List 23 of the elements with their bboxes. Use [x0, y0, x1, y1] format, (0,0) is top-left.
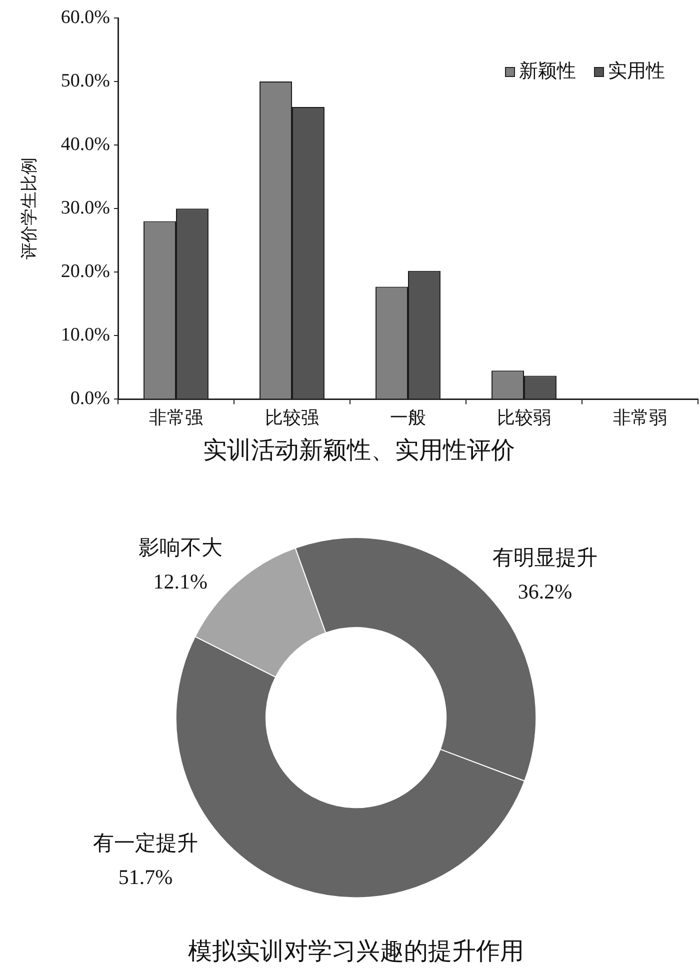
data-label: 51.7%	[118, 865, 173, 890]
y-axis-title: 评价学生比例	[20, 158, 39, 260]
text: 实训活动新颖性、实用性评价	[203, 436, 515, 464]
x-tick-label: 比较弱	[497, 408, 551, 428]
y-tick-label: 60.0%	[60, 6, 110, 28]
legend-label: 实用性	[608, 60, 665, 82]
slice-label: 有一定提升	[92, 831, 198, 856]
text: 模拟实训对学习兴趣的提升作用	[188, 938, 524, 965]
data-label: 12.1%	[153, 570, 208, 594]
y-tick-label: 40.0%	[60, 134, 110, 156]
slice-label: 影响不大	[138, 536, 222, 560]
x-tick-label: 一般	[390, 408, 426, 428]
y-tick-label: 0.0%	[70, 388, 110, 410]
data-label: 36.2%	[518, 579, 572, 604]
x-tick-label: 非常弱	[613, 408, 667, 428]
x-tick-label: 非常强	[149, 408, 203, 428]
legend-label: 新颖性	[519, 60, 576, 82]
y-tick-label: 50.0%	[60, 70, 110, 92]
x-tick-label: 比较强	[265, 408, 319, 428]
y-tick-label: 10.0%	[60, 324, 110, 346]
slice-label: 有明显提升	[492, 545, 598, 570]
y-tick-label: 20.0%	[60, 261, 110, 282]
y-tick-label: 30.0%	[60, 198, 110, 219]
